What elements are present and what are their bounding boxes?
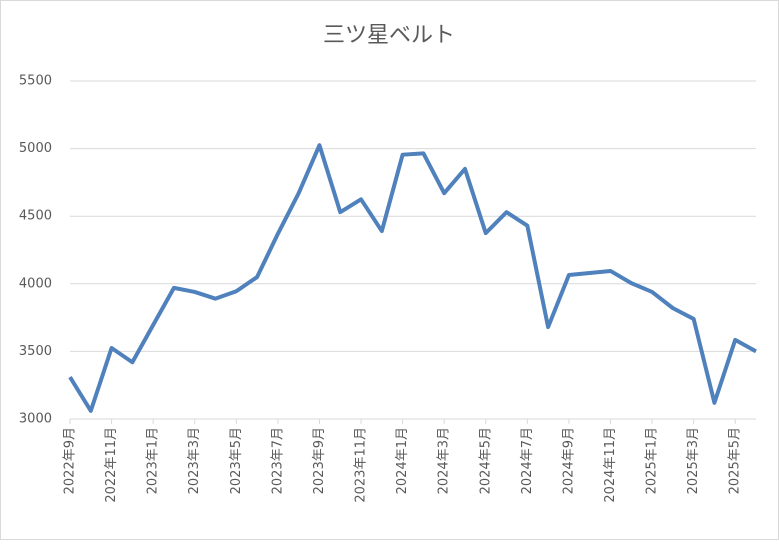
- x-tick-label: 2022年9月: [63, 427, 78, 494]
- x-tick-label: 2024年1月: [395, 427, 410, 494]
- data-line: [68, 143, 757, 413]
- x-tick-label: 2023年3月: [187, 427, 202, 494]
- x-tick-label: 2022年11月: [104, 427, 119, 503]
- x-tick-label: 2023年5月: [229, 427, 244, 494]
- x-tick-label: 2023年7月: [270, 427, 285, 494]
- x-tick-label: 2024年7月: [520, 427, 535, 494]
- y-tick-label: 4000: [19, 276, 52, 291]
- x-tick-label: 2023年9月: [312, 427, 327, 494]
- x-tick-label: 2025年3月: [686, 427, 701, 494]
- x-tick-label: 2024年5月: [478, 427, 493, 494]
- y-tick-label: 5500: [19, 74, 52, 89]
- x-tick-label: 2024年3月: [437, 427, 452, 494]
- x-tick-label: 2023年1月: [146, 427, 161, 494]
- x-tick-label: 2025年5月: [728, 427, 743, 494]
- chart-title: 三ツ星ベルト: [323, 23, 455, 48]
- x-tick-label: 2024年11月: [603, 427, 618, 503]
- y-tick-label: 5000: [19, 141, 52, 156]
- y-tick-label: 4500: [19, 209, 52, 224]
- x-tick-label: 2023年11月: [354, 427, 369, 503]
- y-tick-label: 3000: [19, 412, 52, 427]
- x-tick-label: 2025年1月: [645, 427, 660, 494]
- x-tick-label: 2024年9月: [561, 427, 576, 494]
- y-tick-label: 3500: [19, 344, 52, 359]
